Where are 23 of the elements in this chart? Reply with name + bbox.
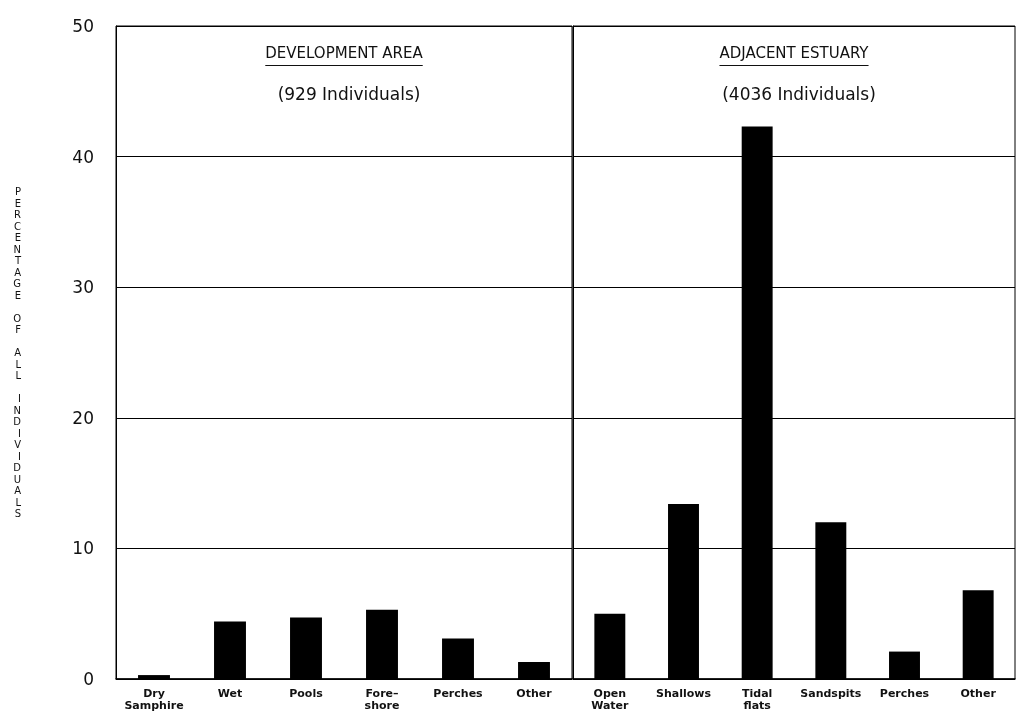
y-tick-label: 50	[72, 16, 94, 36]
x-tick-label: Other	[516, 686, 553, 700]
x-tick-label: Wet	[217, 686, 243, 700]
y-tick-label: 0	[83, 669, 94, 689]
x-tick-label: Other	[960, 686, 997, 700]
x-tick-label: Open Water	[591, 686, 630, 712]
x-tick-label: Sandspits	[800, 686, 862, 700]
y-tick-label: 30	[72, 277, 94, 298]
text: ADJACENT ESTUARY	[718, 44, 870, 62]
text: DEVELOPMENT AREA	[264, 44, 424, 62]
text: PERCENTAGE OF ALL INDIVIDUALS	[13, 186, 21, 519]
text: (929 Individuals)	[277, 83, 421, 104]
y-tick-label: 40	[72, 146, 94, 167]
x-tick-label: Fore– shore	[364, 686, 400, 712]
x-tick-label: Tidal flats	[741, 686, 773, 712]
x-tick-label: Dry Samphire	[124, 686, 184, 712]
x-tick-label: Perches	[433, 686, 484, 700]
x-tick-label: Shallows	[656, 686, 712, 700]
text: (4036 Individuals)	[722, 83, 876, 104]
x-tick-label: Pools	[289, 686, 324, 700]
y-tick-label: 10	[72, 538, 94, 559]
y-tick-label: 20	[72, 407, 94, 428]
x-tick-label: Perches	[879, 686, 930, 700]
